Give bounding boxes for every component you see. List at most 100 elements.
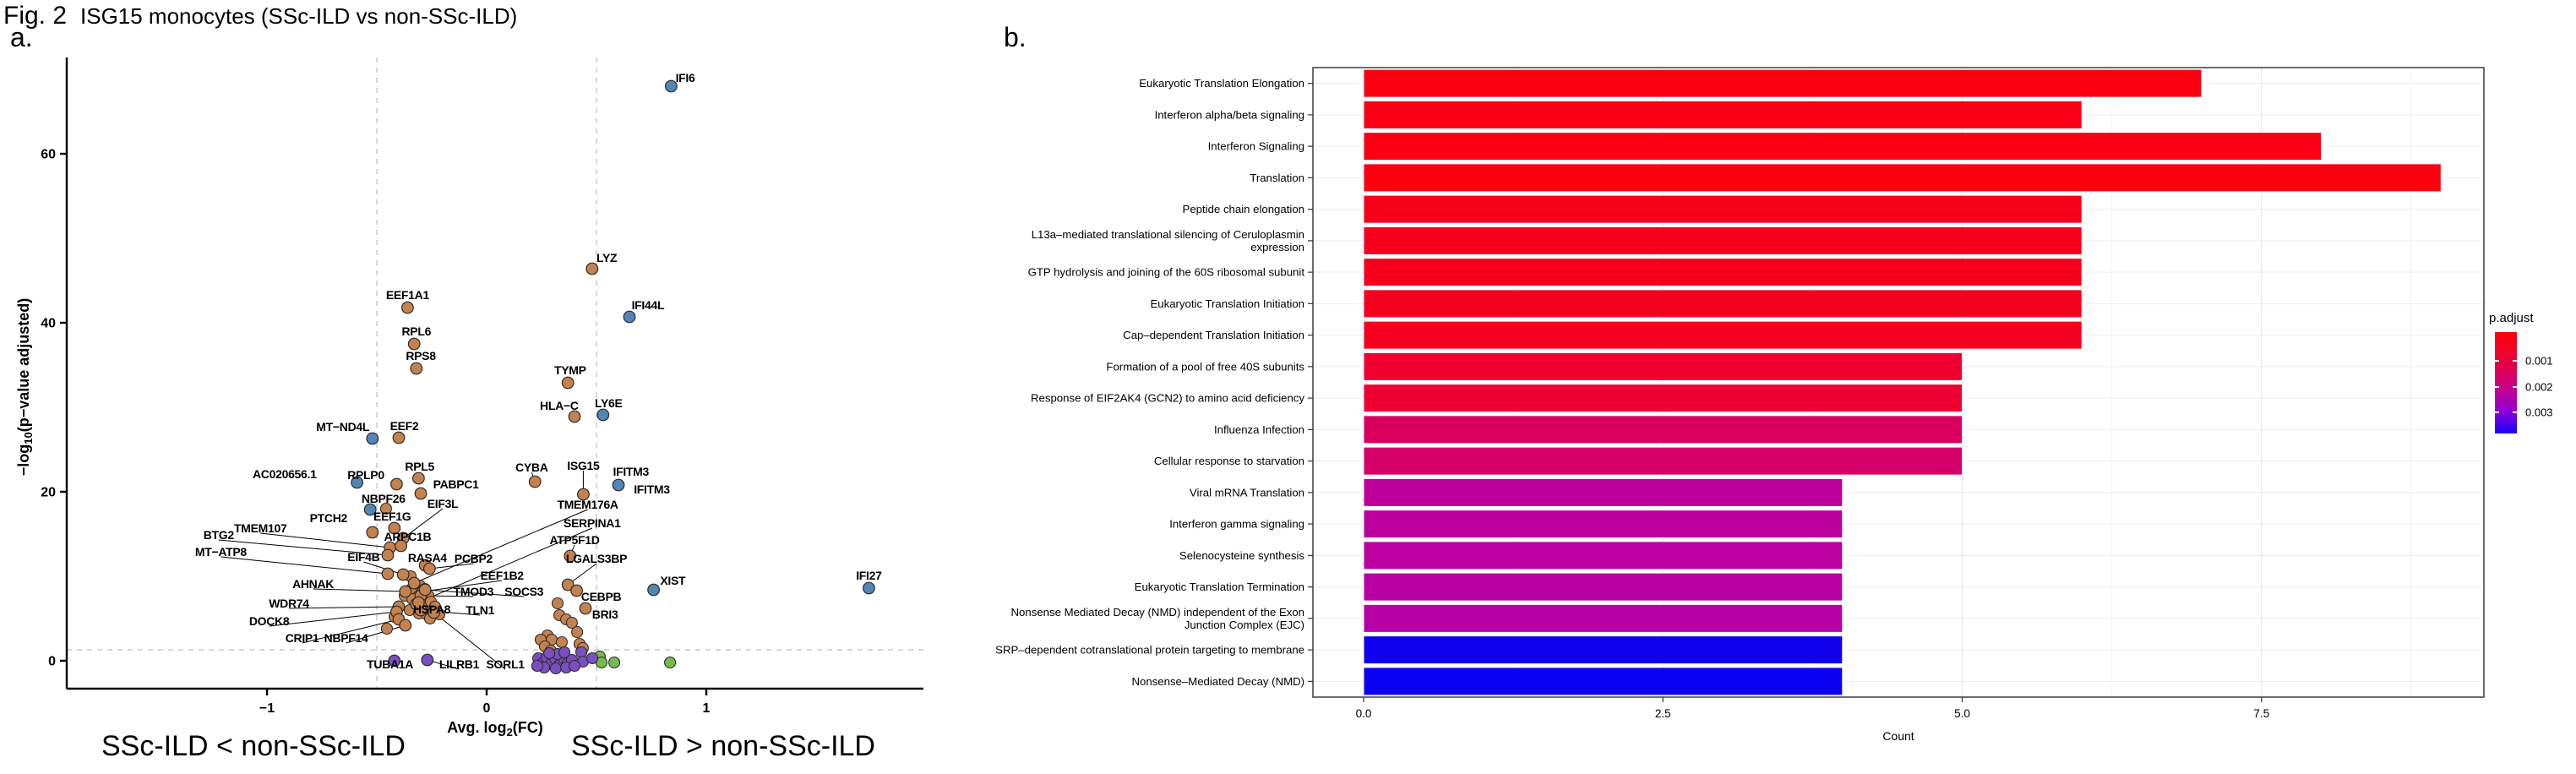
gene-label: AC020656.1 <box>253 467 317 481</box>
gene-point <box>412 471 425 485</box>
pathway-label: Nonsense Mediated Decay (NMD) independen… <box>1011 606 1304 619</box>
pathway-label: expression <box>1250 241 1304 253</box>
gene-point <box>421 653 434 667</box>
pathway-label: SRP–dependent cotranslational protein ta… <box>995 644 1304 657</box>
pathway-bar <box>1363 384 1963 413</box>
label-leader-line <box>363 561 404 575</box>
gene-label: TLN1 <box>466 603 494 617</box>
gene-point <box>410 362 423 375</box>
pathway-label: Cap–dependent Translation Initiation <box>1123 329 1304 341</box>
pathway-label: Formation of a pool of free 40S subunits <box>1106 360 1304 373</box>
gene-label: RASA4 <box>408 551 447 564</box>
colorbar-tick <box>2494 360 2499 362</box>
gene-label: TMEM176A <box>557 498 618 511</box>
colorbar-tick <box>2513 412 2518 413</box>
gene-label: MT−ATP8 <box>195 545 248 559</box>
gene-point <box>363 503 377 516</box>
pathway-bar <box>1363 446 1963 476</box>
gene-point <box>585 262 599 275</box>
gene-label: CEBPB <box>581 590 622 603</box>
pathway-label: Cellular response to starvation <box>1154 455 1304 467</box>
gene-label: NBPF14 <box>324 631 368 645</box>
pathway-label: Influenza Infection <box>1214 423 1304 436</box>
gene-label: MT−ND4L <box>316 420 370 433</box>
gene-label: AHNAK <box>292 577 334 591</box>
pathway-bar <box>1363 572 1844 602</box>
pathway-bar <box>1363 352 1963 381</box>
pathway-bar <box>1363 541 1844 570</box>
pathway-label: GTP hydrolysis and joining of the 60S ri… <box>1028 266 1305 279</box>
gene-label: SERPINA1 <box>564 516 621 530</box>
gene-point <box>407 337 421 351</box>
y-tick-label: 40 <box>41 317 56 331</box>
gene-label: WDR74 <box>269 597 309 610</box>
label-leader-line <box>402 508 444 539</box>
gene-point <box>388 521 401 535</box>
gene-label: CRIP1 <box>286 631 319 645</box>
pathway-bar <box>1363 132 2323 161</box>
pathway-label: L13a–mediated translational silencing of… <box>1032 228 1304 241</box>
gene-label: RPS8 <box>406 349 436 362</box>
gene-point <box>549 662 562 675</box>
gene-point <box>577 488 590 501</box>
gene-label: LYZ <box>596 251 618 264</box>
x-tick-label: 0 <box>483 701 491 716</box>
gene-point <box>366 526 379 539</box>
y-axis-title: −log10(p−value adjusted) <box>15 298 35 477</box>
pathway-label: Translation <box>1250 172 1304 184</box>
gene-point <box>396 568 410 581</box>
panel-b-background <box>1313 68 2484 697</box>
label-leader-line <box>260 532 390 548</box>
pathway-label: Response of EIF2AK4 (GCN2) to amino acid… <box>1031 392 1304 405</box>
gene-point <box>612 478 625 492</box>
pathway-bar <box>1363 477 1844 507</box>
label-leader-line <box>422 580 503 592</box>
gene-label: PABPC1 <box>433 477 479 491</box>
gene-point <box>596 408 610 422</box>
gene-point <box>381 548 395 562</box>
pathway-bar <box>1363 68 2203 98</box>
gene-label: IFITM3 <box>634 482 670 496</box>
colorbar-tick <box>2494 412 2499 413</box>
gene-label: NBPF26 <box>362 492 406 505</box>
x-tick-label: −1 <box>259 701 275 716</box>
gene-point <box>390 477 403 491</box>
gene-label: RPL5 <box>405 460 434 473</box>
label-leader-line <box>218 539 389 556</box>
pathway-bar <box>1363 415 1963 444</box>
pathway-label: Peptide chain elongation <box>1183 203 1304 215</box>
gene-point <box>561 376 575 390</box>
gene-label: ATP5F1D <box>549 533 599 547</box>
gene-label: TMEM107 <box>234 521 287 535</box>
gene-point <box>380 622 394 635</box>
gene-point <box>407 576 421 590</box>
gene-point <box>401 301 414 314</box>
label-leader-line <box>221 556 389 575</box>
gene-label: PCBP2 <box>455 552 493 565</box>
gene-label: BRI3 <box>592 608 618 621</box>
gene-label: EEF1A1 <box>386 288 430 302</box>
gene-point <box>579 602 592 615</box>
label-leader-line <box>302 619 400 644</box>
gene-point <box>568 659 581 673</box>
pathway-bar <box>1363 258 2083 287</box>
pathway-label: Interferon gamma signaling <box>1169 518 1304 531</box>
legend-title: p.adjust <box>2489 311 2534 325</box>
gene-label: EEF2 <box>390 419 419 433</box>
gene-point <box>543 646 556 660</box>
colorbar-tick <box>2494 386 2499 388</box>
colorbar-tick <box>2513 360 2518 362</box>
gene-label: IFITM3 <box>613 465 650 478</box>
legend-tick-label: 0.002 <box>2525 380 2553 394</box>
gene-point <box>558 646 571 659</box>
gene-point <box>366 432 379 445</box>
figure-title: ISG15 monocytes (SSc-ILD vs non-SSc-ILD) <box>80 3 518 29</box>
pathway-label: Viral mRNA Translation <box>1190 486 1304 499</box>
gene-label: SOCS3 <box>504 585 543 598</box>
gene-label: TMOD3 <box>454 585 494 598</box>
pathway-label: Nonsense–Mediated Decay (NMD) <box>1132 675 1305 688</box>
gene-point <box>399 585 412 598</box>
gene-point <box>414 487 428 500</box>
count-tick-label: 7.5 <box>2253 707 2269 720</box>
